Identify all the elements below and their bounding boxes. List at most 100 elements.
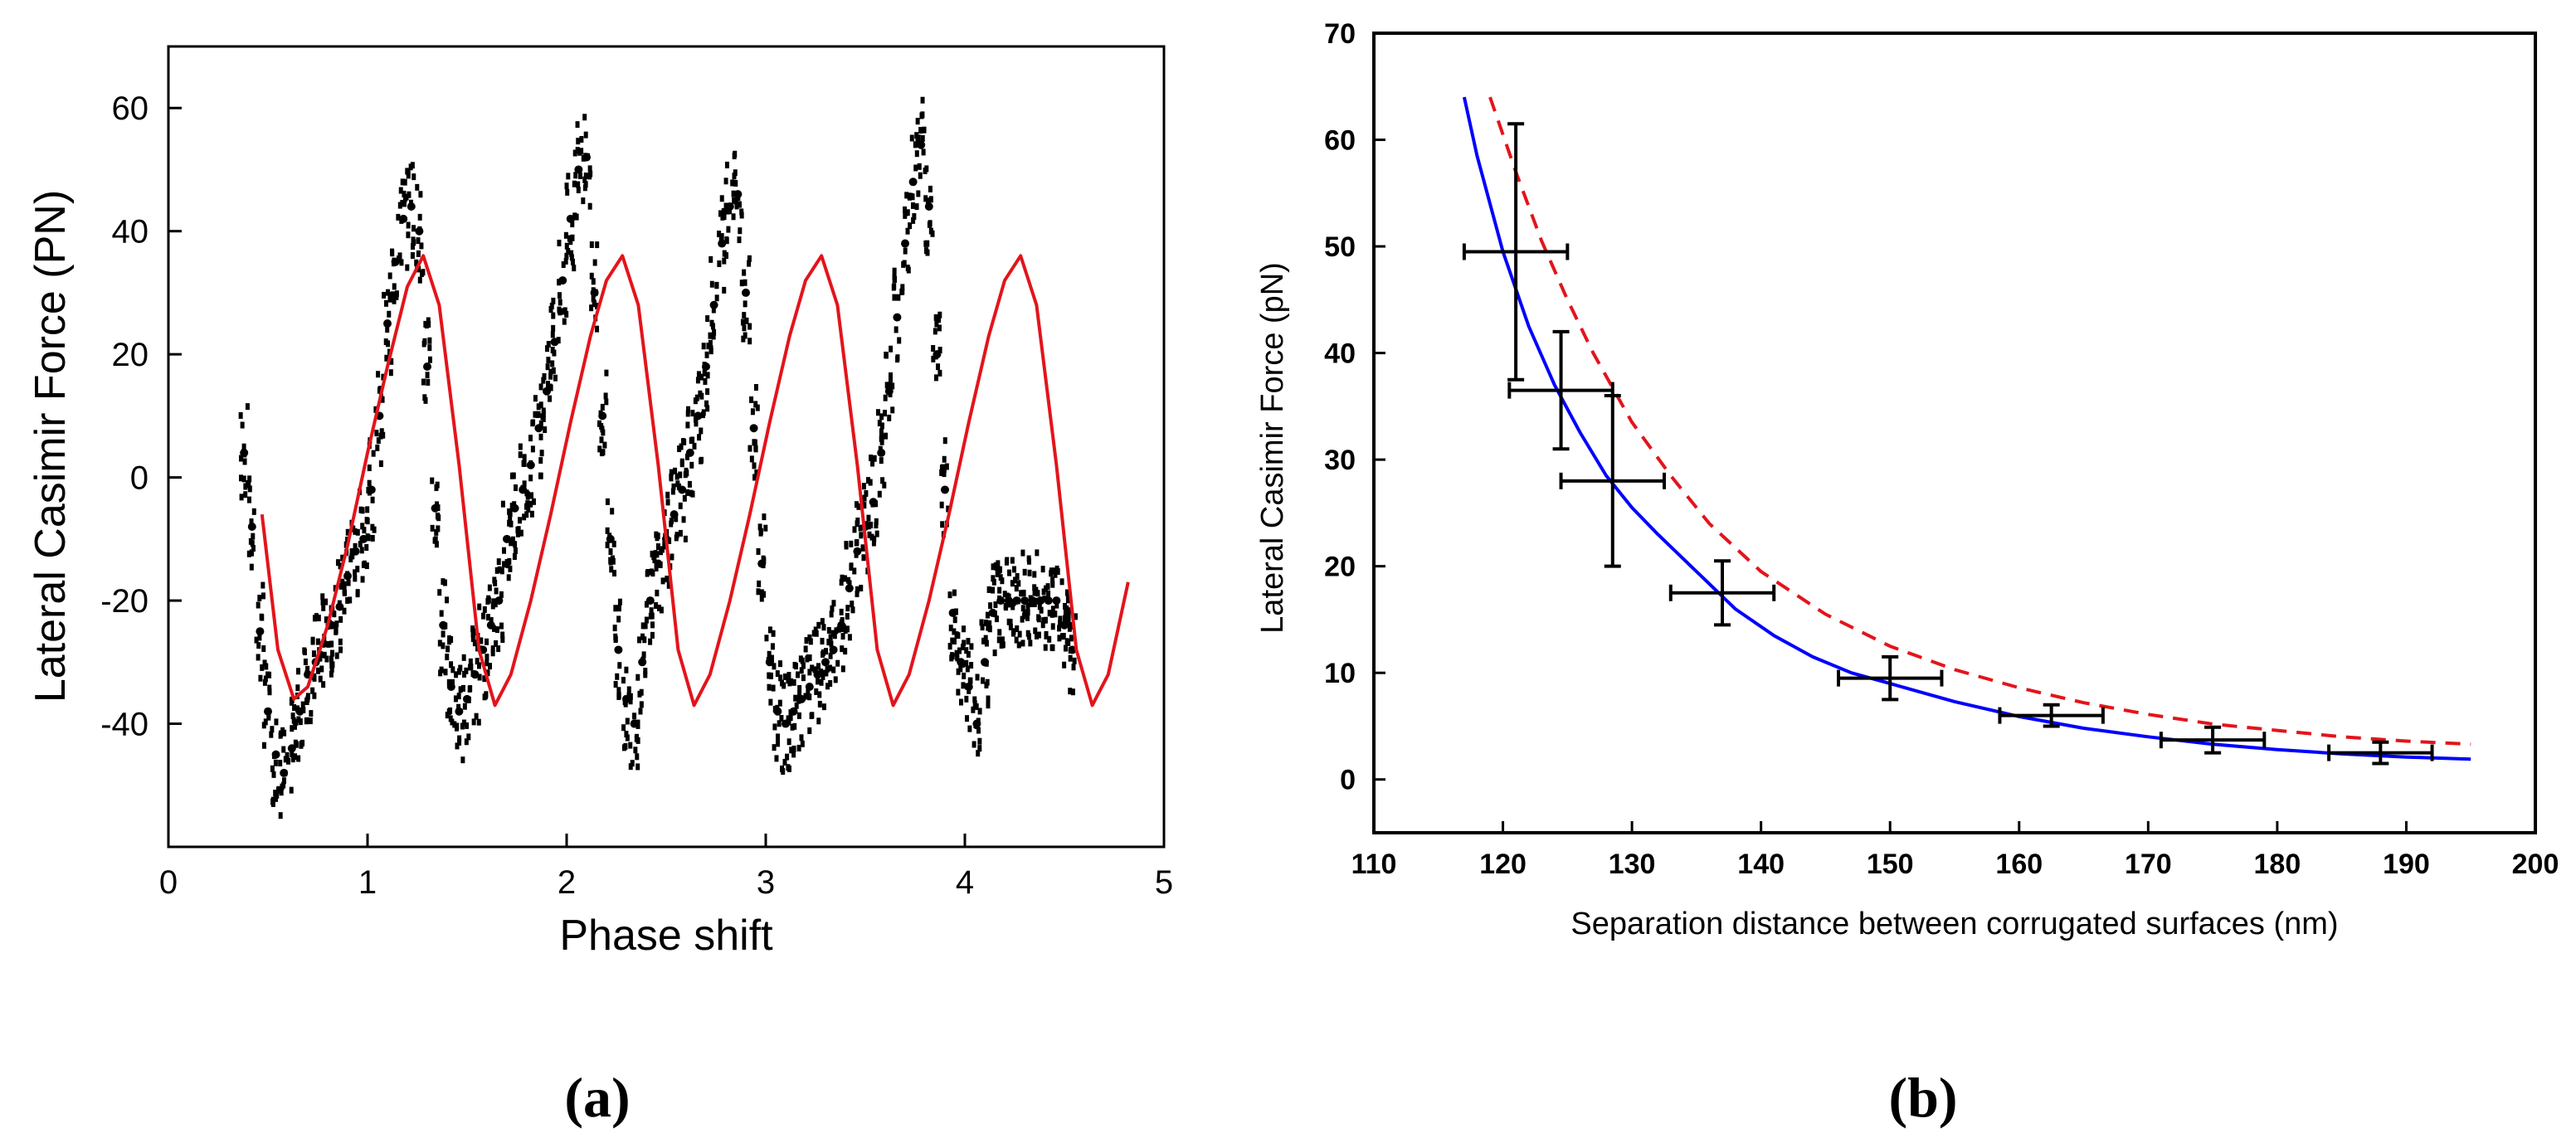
scatter-point: [1065, 596, 1070, 604]
scatter-point: [894, 326, 898, 333]
scatter-point: [991, 609, 996, 616]
scatter-point: [1068, 654, 1073, 662]
scatter-point: [946, 505, 951, 513]
scatter-point: [708, 332, 713, 339]
scatter-point: [785, 753, 790, 761]
scatter-point: [985, 678, 990, 686]
scatter-point: [303, 658, 308, 665]
scatter-point: [941, 485, 949, 494]
scatter-point: [749, 396, 754, 403]
scatter-point: [824, 648, 829, 655]
scatter-point: [952, 616, 957, 624]
scatter-point: [239, 455, 244, 462]
scatter-point: [530, 420, 535, 427]
scatter-point: [367, 464, 372, 472]
scatter-point: [345, 571, 350, 578]
scatter-point: [476, 718, 481, 726]
scatter-point: [439, 610, 444, 617]
scatter-point: [955, 654, 960, 662]
scatter-point: [457, 668, 462, 675]
scatter-point: [962, 640, 967, 647]
scatter-point: [389, 357, 394, 365]
scatter-point: [593, 289, 598, 296]
scatter-point: [484, 693, 489, 700]
scatter-point: [895, 356, 900, 363]
scatter-point: [830, 605, 835, 612]
scatter-point: [1010, 630, 1015, 637]
scatter-point: [852, 567, 857, 575]
scatter-point: [387, 272, 392, 280]
scatter-point: [660, 546, 665, 553]
scatter-point: [816, 678, 821, 685]
scatter-point: [825, 665, 830, 673]
scatter-point: [519, 529, 523, 537]
scatter-point: [479, 637, 484, 644]
scatter-point: [457, 738, 462, 746]
scatter-point: [409, 199, 414, 207]
scatter-point: [389, 292, 394, 299]
scatter-point: [530, 445, 535, 453]
scatter-point: [408, 163, 413, 171]
scatter-point: [353, 542, 358, 550]
scatter-point: [261, 581, 265, 589]
scatter-point: [399, 259, 404, 266]
scatter-point: [786, 765, 791, 772]
scatter-point: [733, 197, 738, 205]
scatter-point: [962, 625, 967, 633]
scatter-point: [439, 666, 444, 674]
scatter-point: [909, 134, 914, 142]
scatter-point: [897, 337, 902, 344]
scatter-point: [984, 659, 989, 667]
scatter-point: [1067, 621, 1072, 629]
scatter-point: [551, 312, 556, 319]
scatter-point: [353, 528, 358, 535]
scatter-point: [923, 240, 928, 247]
scatter-point: [329, 665, 334, 673]
scatter-point: [334, 627, 338, 635]
scatter-point: [509, 520, 514, 528]
scatter-point: [671, 483, 676, 490]
scatter-point: [379, 428, 384, 435]
scatter-point: [854, 501, 859, 508]
scatter-point: [1066, 639, 1071, 646]
plot-frame-a: [167, 45, 1166, 849]
scatter-point: [648, 612, 653, 620]
scatter-point: [772, 663, 777, 670]
scatter-point: [1058, 620, 1063, 627]
scatter-point: [750, 408, 755, 416]
scatter-point: [545, 345, 550, 353]
scatter-point: [788, 714, 793, 722]
scatter-point: [1015, 572, 1020, 580]
scatter-point: [786, 718, 791, 726]
scatter-point: [905, 265, 910, 272]
x-tick-label: 190: [2383, 849, 2430, 880]
scatter-point: [267, 684, 272, 692]
scatter-point: [548, 305, 553, 313]
scatter-point: [905, 227, 910, 235]
scatter-point: [705, 315, 710, 323]
scatter-point: [971, 706, 976, 713]
scatter-point: [589, 272, 594, 280]
scatter-point: [899, 288, 904, 295]
scatter-point: [319, 665, 324, 673]
plot-frame-b: [1372, 32, 2537, 834]
scatter-point: [1020, 549, 1025, 557]
scatter-point: [977, 745, 982, 752]
scatter-point: [690, 410, 695, 417]
scatter-point: [662, 541, 667, 548]
series-group-a: [238, 96, 1130, 819]
scatter-point: [1068, 646, 1073, 654]
scatter-point: [621, 724, 626, 732]
scatter-point: [840, 665, 845, 673]
scatter-point: [249, 563, 254, 571]
scatter-point: [561, 261, 566, 269]
scatter-point: [988, 602, 993, 610]
scatter-point: [875, 409, 880, 416]
scatter-point: [719, 195, 724, 202]
scatter-point: [960, 644, 965, 651]
scatter-point: [575, 147, 580, 154]
x-tick-label: 150: [1867, 849, 1914, 880]
scatter-point: [643, 671, 648, 678]
x-tick-label: 4: [956, 864, 974, 901]
scatter-point: [528, 435, 533, 442]
